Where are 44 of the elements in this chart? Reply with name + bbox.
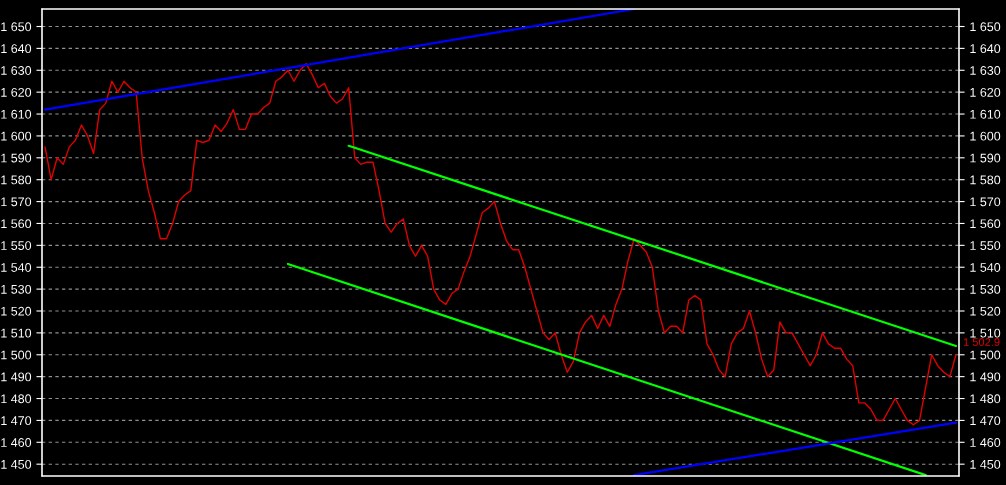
y-tick-label: 1 580 [1, 175, 32, 185]
y2-tick-label: 1 530 [970, 284, 1001, 294]
y-tick-label: 1 620 [1, 87, 32, 97]
y-tick-label: 1 530 [1, 284, 32, 294]
y2-tick-label: 1 540 [970, 263, 1001, 272]
y-tick-label: 1 480 [1, 394, 32, 404]
y2-tick-label: 1 630 [970, 66, 1001, 75]
y-tick-label: 1 570 [1, 197, 32, 207]
y2-tick-label: 1 500 [970, 350, 1001, 360]
y2-tick-label: 1 650 [970, 22, 1001, 32]
y-tick-label: 1 520 [1, 306, 32, 316]
y-tick-label: 1 550 [1, 241, 32, 250]
y-tick-label: 1 640 [1, 44, 32, 54]
y-tick-label: 1 510 [1, 328, 32, 338]
y2-tick-label: 1 520 [970, 306, 1001, 316]
y-tick-label: 1 590 [1, 153, 32, 163]
line-series [44, 63, 957, 426]
y-tick-label: 1 650 [1, 22, 32, 32]
y-tick-label: 1 630 [1, 66, 32, 75]
y2-tick-label: 1 560 [970, 219, 1001, 229]
y2-tick-label: 1 580 [970, 175, 1001, 185]
y2-tick-label: 1 610 [970, 109, 1001, 119]
y-tick-label: 1 540 [1, 263, 32, 272]
y-tick-label: 1 560 [1, 219, 32, 229]
y2-tick-label: 1 480 [970, 394, 1001, 404]
y2-tick-label: 1 640 [970, 44, 1001, 54]
y2-tick-label: 1 470 [970, 416, 1001, 426]
y2-tick-label: 1 600 [970, 131, 1001, 141]
text: 1 502.9 [963, 338, 1000, 346]
y-tick-label: 1 460 [1, 438, 32, 447]
y2-tick-label: 1 460 [970, 438, 1001, 447]
y2-tick-label: 1 590 [970, 153, 1001, 163]
y2-tick-label: 1 620 [970, 87, 1001, 97]
y-tick-label: 1 600 [1, 131, 32, 141]
y-tick-label: 1 610 [1, 109, 32, 119]
y2-tick-label: 1 510 [970, 328, 1001, 338]
y-tick-label: 1 450 [1, 459, 32, 469]
y2-tick-label: 1 490 [970, 372, 1001, 382]
y2-tick-label: 1 450 [970, 459, 1001, 469]
y2-tick-label: 1 570 [970, 197, 1001, 207]
y-tick-label: 1 470 [1, 416, 32, 426]
y-tick-label: 1 500 [1, 350, 32, 360]
y-tick-label: 1 490 [1, 372, 32, 382]
y2-tick-label: 1 550 [970, 241, 1001, 250]
